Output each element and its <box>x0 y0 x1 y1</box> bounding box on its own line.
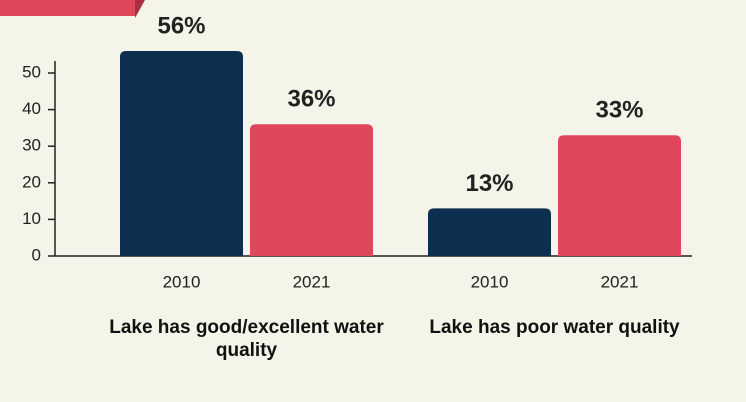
group-label: Lake has good/excellent water quality <box>109 317 384 361</box>
bar <box>250 124 373 257</box>
value-label: 13% <box>465 170 513 197</box>
value-label: 33% <box>595 97 643 124</box>
y-tick-label: 20 <box>22 172 41 191</box>
y-tick-label: 40 <box>22 99 41 118</box>
bar <box>558 135 681 256</box>
y-tick-label: 0 <box>32 245 41 264</box>
x-tick-label: 2010 <box>471 272 509 291</box>
bar <box>120 51 243 256</box>
y-tick-label: 30 <box>22 136 41 155</box>
y-tick-label: 50 <box>22 62 41 81</box>
group-label: Lake has poor water quality <box>429 317 680 338</box>
value-label: 36% <box>287 86 335 113</box>
decor-banner <box>0 0 135 16</box>
x-tick-label: 2021 <box>601 272 639 291</box>
decor-fold <box>135 0 145 18</box>
y-tick-label: 10 <box>22 209 41 228</box>
x-tick-label: 2021 <box>293 272 331 291</box>
value-label: 56% <box>157 12 205 39</box>
x-tick-label: 2010 <box>163 272 201 291</box>
bar <box>428 208 551 256</box>
